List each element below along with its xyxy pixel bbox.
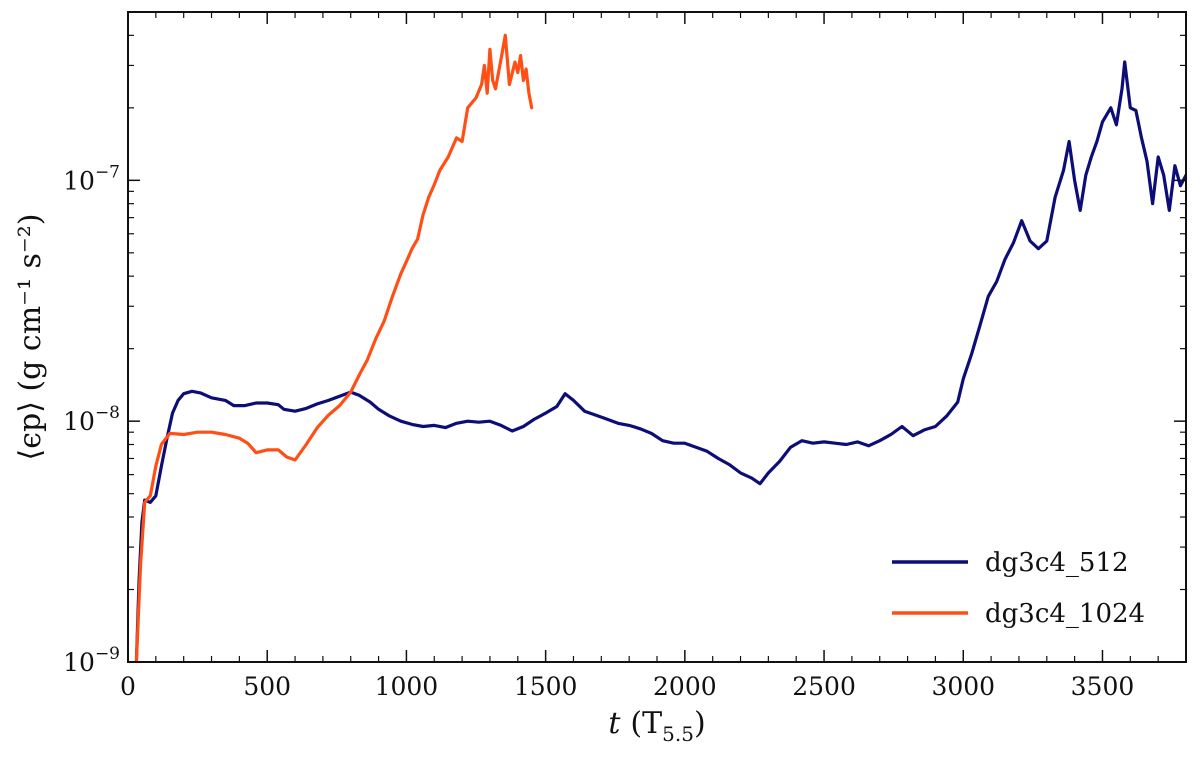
- x-tick-label: 2500: [792, 672, 856, 701]
- y-tick-label: 10−7: [63, 162, 120, 195]
- legend-label-dg3c4-512: dg3c4_512: [985, 548, 1129, 578]
- y-tick-base: 10: [63, 648, 95, 677]
- y-tick-base: 10: [63, 407, 95, 436]
- y-axis-label: ⟨ϵp⟩ (g cm⁻¹ s⁻²): [13, 213, 48, 460]
- y-tick-exponent: −8: [95, 403, 120, 423]
- x-tick-label: 1500: [514, 672, 578, 701]
- series-layer: [134, 33, 1186, 662]
- x-axis-label: t (T5.5): [608, 706, 705, 746]
- x-tick-label: 0: [120, 672, 136, 701]
- y-tick-label: 10−8: [63, 403, 120, 436]
- legend-label-dg3c4-1024: dg3c4_1024: [985, 599, 1145, 629]
- x-axis-close: ): [694, 706, 706, 741]
- x-axis-var: t: [608, 706, 621, 741]
- x-tick-label: 3000: [931, 672, 995, 701]
- x-tick-label: 2000: [653, 672, 717, 701]
- y-tick-label: 10−9: [63, 644, 120, 677]
- x-axis-unit-sub: 5.5: [662, 722, 694, 746]
- x-tick-label: 1000: [375, 672, 439, 701]
- y-tick-exponent: −9: [95, 644, 120, 664]
- y-tick-exponent: −7: [95, 162, 120, 182]
- x-tick-label: 500: [243, 672, 291, 701]
- x-axis-unit: (T: [630, 706, 662, 741]
- legend: dg3c4_512 dg3c4_1024: [892, 548, 1145, 629]
- x-tick-label: 3500: [1071, 672, 1135, 701]
- y-tick-base: 10: [63, 166, 95, 195]
- series-line-dg3c4-1024: [134, 33, 534, 662]
- series-line-dg3c4-512: [134, 60, 1186, 662]
